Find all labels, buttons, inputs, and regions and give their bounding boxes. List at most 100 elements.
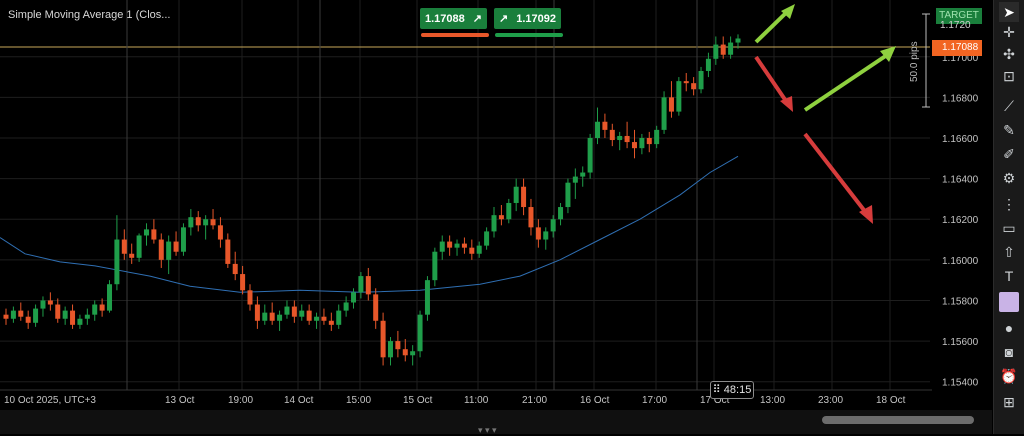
candle-body [646, 138, 652, 145]
y-tick-label: 1.15400 [942, 378, 979, 389]
candle-body [47, 300, 53, 305]
candle-body [107, 284, 113, 311]
candle-body [33, 308, 39, 323]
arrow-down-red-1 [754, 55, 790, 106]
candle-body [595, 121, 601, 138]
candle-body [351, 292, 357, 303]
arrow-up-right-icon: ↗ [472, 13, 482, 25]
y-tick-label: 1.16400 [942, 175, 979, 186]
candle-body [77, 318, 83, 325]
crosshair-icon[interactable]: ✛ [1003, 24, 1015, 40]
y-tick-label: 1.15800 [942, 296, 979, 307]
y-tick-label: 1.16600 [942, 134, 979, 145]
arrow-up-green-1 [754, 7, 792, 44]
candle-body [25, 316, 31, 323]
candle-body [535, 227, 541, 240]
camera-icon[interactable]: ◙ [1004, 344, 1014, 360]
candle-body [225, 239, 231, 264]
candle-body [631, 142, 637, 149]
candles-group [3, 34, 741, 366]
x-tick-label: 17 Oct [700, 395, 730, 406]
color-swatch-icon[interactable] [999, 292, 1019, 312]
candle-body [232, 263, 238, 275]
x-tick-label: 15 Oct [403, 395, 433, 406]
buy-button[interactable]: ↗ 1.17092 [494, 8, 561, 29]
candle-body [513, 186, 519, 203]
candle-body [395, 341, 401, 350]
buy-bar [495, 33, 563, 37]
cursor-icon[interactable]: ➤ [999, 2, 1019, 22]
candle-body [188, 217, 194, 228]
candle-body [447, 241, 453, 248]
y-tick-label: 1.17000 [942, 53, 979, 64]
candle-body [247, 290, 253, 305]
candle-body [617, 135, 623, 141]
candle-body [114, 239, 120, 285]
snap-icon[interactable]: ⊡ [1003, 68, 1015, 84]
trendline-icon[interactable]: ⟋ [1004, 98, 1014, 114]
time-axis: 10 Oct 2025, UTC+3 13 Oct 19:00 14 Oct 15:00… [0, 389, 932, 406]
candle-body [18, 310, 24, 317]
candle-body [432, 251, 438, 281]
arrow-up-right-icon: ↗ [499, 13, 509, 25]
move-icon[interactable]: ✣ [1003, 46, 1015, 62]
candle-body [129, 253, 135, 258]
target-label: TARGET [939, 10, 979, 21]
candle-body [410, 351, 416, 356]
candle-body [565, 182, 571, 208]
candle-body [84, 314, 90, 319]
x-tick-label: 23:00 [818, 395, 843, 406]
candle-body [683, 81, 689, 84]
pattern-icon[interactable]: ⋮ [1002, 196, 1016, 212]
candle-body [587, 138, 593, 173]
pencil-icon[interactable]: ✐ [1003, 146, 1015, 162]
candle-body [713, 44, 719, 59]
horizontal-scrollbar[interactable] [822, 416, 974, 424]
indicator-label[interactable]: Simple Moving Average 1 (Clos... [8, 9, 171, 21]
candle-body [254, 304, 260, 321]
candle-body [609, 129, 615, 141]
candle-body [10, 310, 16, 319]
candle-body [166, 241, 172, 260]
x-tick-label: 17:00 [642, 395, 667, 406]
target-badge[interactable]: TARGET [936, 8, 982, 24]
arrow-shape-icon[interactable]: ⇧ [1003, 244, 1015, 260]
target-price: 1.1720 [940, 20, 971, 31]
circle-icon[interactable]: ● [1004, 320, 1014, 336]
candle-body [543, 231, 549, 240]
candle-body [580, 172, 586, 177]
candle-body [180, 227, 186, 252]
candle-body [55, 304, 61, 319]
drag-handle-icon: ⠿ [712, 384, 721, 396]
candle-body [469, 247, 475, 254]
candle-body [654, 129, 660, 145]
resize-handle-icon[interactable]: ▾ ▾ ▾ [478, 425, 497, 435]
candle-body [668, 97, 674, 112]
projection-arrows[interactable] [754, 4, 896, 224]
rectangle-icon[interactable]: ▭ [1002, 220, 1016, 236]
y-tick-label: 1.16800 [942, 93, 979, 104]
add-indicator-icon[interactable]: ⊞ [1003, 394, 1015, 410]
candle-body [558, 207, 564, 220]
text-icon[interactable]: T [1004, 268, 1014, 284]
arrow-head-red-2 [859, 205, 873, 224]
x-tick-label: 10 Oct 2025, UTC+3 [4, 395, 96, 406]
sell-button[interactable]: 1.17088 ↗ [420, 8, 487, 29]
candle-body [210, 219, 216, 226]
price-chart[interactable]: 1.1720 1.17000 1.16800 1.16600 1.16400 1.1620… [0, 0, 992, 410]
settings-icon[interactable]: ⚙ [1002, 170, 1016, 186]
candle-body [151, 229, 157, 240]
sma-line [0, 155, 739, 293]
candle-body [240, 274, 246, 291]
alert-icon[interactable]: ⏰ [1000, 368, 1018, 384]
candle-body [602, 121, 608, 130]
x-tick-label: 19:00 [228, 395, 253, 406]
timer-value: 48:15 [723, 384, 752, 396]
candle-body [277, 314, 283, 321]
candle-body [217, 225, 223, 240]
candle-body [728, 42, 734, 55]
x-tick-label: 13:00 [760, 395, 785, 406]
candle-body [269, 312, 275, 321]
brush-icon[interactable]: ✎ [1003, 122, 1015, 138]
candle-body [550, 219, 556, 232]
